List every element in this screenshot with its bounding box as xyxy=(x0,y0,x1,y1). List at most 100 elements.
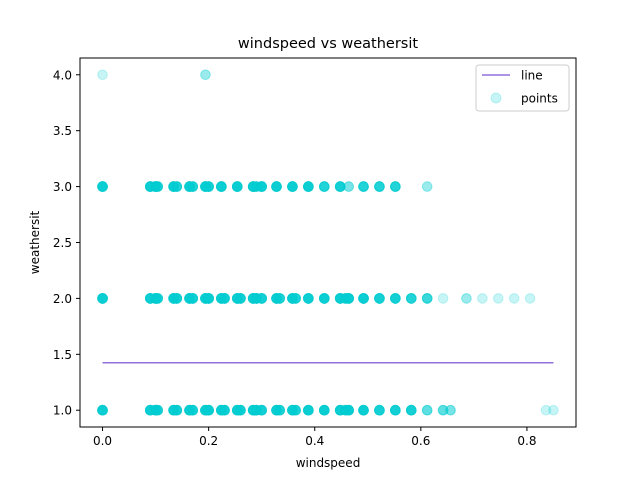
legend: line points xyxy=(475,64,570,112)
data-point xyxy=(318,404,330,416)
points-layer xyxy=(97,69,559,416)
x-axis-label: windspeed xyxy=(296,456,361,470)
y-tick-label: 3.0 xyxy=(53,180,72,194)
x-tick-label: 0.2 xyxy=(199,434,218,448)
data-point xyxy=(152,181,164,192)
data-point xyxy=(203,181,214,192)
data-point xyxy=(374,181,385,192)
data-point xyxy=(508,293,520,304)
data-point xyxy=(290,293,301,304)
data-point xyxy=(152,404,164,416)
data-point xyxy=(477,293,488,304)
data-point xyxy=(358,404,369,416)
data-point xyxy=(343,181,354,192)
data-point xyxy=(150,293,161,304)
data-point xyxy=(437,404,449,416)
data-point xyxy=(187,404,199,416)
data-point xyxy=(203,293,214,304)
data-point xyxy=(97,404,108,416)
data-point xyxy=(200,404,211,416)
data-point xyxy=(405,404,417,416)
data-point xyxy=(274,404,286,416)
y-tick-label: 1.5 xyxy=(53,348,72,362)
data-point xyxy=(274,293,286,304)
data-point xyxy=(184,293,195,304)
data-point xyxy=(303,293,314,304)
data-point xyxy=(231,404,243,416)
data-point xyxy=(374,404,385,416)
data-point xyxy=(171,404,183,416)
y-axis: 1.0 1.5 2.0 2.5 3.0 3.5 4.0 xyxy=(53,68,80,418)
data-point xyxy=(390,181,401,192)
data-point xyxy=(187,293,199,304)
data-point xyxy=(374,293,385,304)
data-point xyxy=(235,293,246,304)
data-point xyxy=(303,181,314,192)
data-point xyxy=(256,181,267,192)
data-point xyxy=(271,293,282,304)
data-point xyxy=(334,181,346,192)
data-point xyxy=(256,404,267,416)
data-point xyxy=(235,404,246,416)
x-tick-label: 0.6 xyxy=(411,434,430,448)
data-point xyxy=(184,404,195,416)
legend-label-points: points xyxy=(521,92,558,106)
data-point xyxy=(216,181,227,192)
data-point xyxy=(219,293,230,304)
data-point xyxy=(445,404,456,416)
data-point xyxy=(231,293,243,304)
data-point xyxy=(334,404,346,416)
data-point xyxy=(318,181,330,192)
data-point xyxy=(200,69,211,81)
legend-box xyxy=(475,64,570,112)
data-point xyxy=(171,293,183,304)
data-point xyxy=(540,404,552,416)
data-point xyxy=(97,293,108,304)
data-point xyxy=(421,181,433,192)
data-point xyxy=(231,181,243,192)
data-point xyxy=(461,293,472,304)
data-point xyxy=(144,293,156,304)
legend-label-line: line xyxy=(521,69,543,83)
x-axis: 0.0 0.2 0.4 0.6 0.8 xyxy=(93,427,536,448)
legend-points-swatch xyxy=(490,92,502,104)
data-point xyxy=(171,181,183,192)
data-point xyxy=(524,293,536,304)
data-point xyxy=(251,293,262,304)
data-point xyxy=(421,404,433,416)
data-point xyxy=(251,181,262,192)
x-tick-label: 0.4 xyxy=(305,434,324,448)
data-point xyxy=(256,293,267,304)
y-tick-label: 1.0 xyxy=(53,404,72,418)
data-point xyxy=(358,293,369,304)
data-point xyxy=(405,293,417,304)
data-point xyxy=(251,404,262,416)
data-point xyxy=(318,293,330,304)
data-point xyxy=(216,293,227,304)
data-point xyxy=(290,404,301,416)
data-point xyxy=(421,293,433,304)
data-point xyxy=(247,404,259,416)
y-tick-label: 3.5 xyxy=(53,124,72,138)
x-tick-label: 0.0 xyxy=(93,434,112,448)
data-point xyxy=(303,404,314,416)
data-point xyxy=(200,293,211,304)
data-point xyxy=(168,293,179,304)
data-point xyxy=(437,293,449,304)
y-axis-label: weathersit xyxy=(28,210,42,274)
data-point xyxy=(343,293,354,304)
data-point xyxy=(287,404,298,416)
data-point xyxy=(184,181,195,192)
data-point xyxy=(271,181,282,192)
data-point xyxy=(200,181,211,192)
data-point xyxy=(247,293,259,304)
data-point xyxy=(219,404,230,416)
data-point xyxy=(334,293,346,304)
y-tick-label: 2.0 xyxy=(53,292,72,306)
data-point xyxy=(340,293,351,304)
data-point xyxy=(168,181,179,192)
data-point xyxy=(168,404,179,416)
data-point xyxy=(144,404,156,416)
chart-title: windspeed vs weathersit xyxy=(238,36,418,52)
